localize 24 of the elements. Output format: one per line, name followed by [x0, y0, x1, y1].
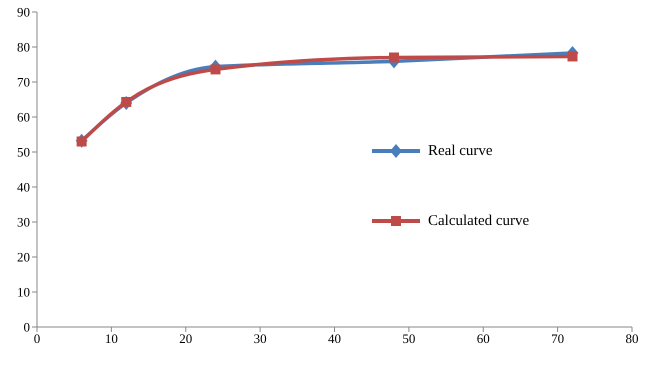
x-tick-label: 60 [476, 331, 490, 346]
point [389, 52, 399, 62]
x-tick-label: 70 [551, 331, 564, 346]
y-tick-label: 20 [17, 250, 30, 265]
y-tick-label: 60 [17, 110, 30, 125]
y-tick-label: 40 [17, 180, 30, 195]
x-tick-label: 30 [254, 331, 267, 346]
y-tick-label: 70 [17, 74, 30, 90]
x-tick-label: 50 [402, 331, 416, 346]
legend-label: Real curve [428, 142, 493, 160]
y-tick-label: 10 [17, 284, 30, 300]
y-tick-label: 80 [17, 40, 30, 55]
y-tick-label: 30 [17, 214, 30, 230]
legend-label: Calculated curve [428, 212, 530, 230]
y-tick-label: 0 [24, 320, 30, 335]
point [568, 51, 578, 62]
point [210, 64, 220, 74]
x-tick-label: 40 [328, 331, 341, 346]
y-tick-label: 90 [17, 4, 30, 20]
x-tick-label: 10 [104, 331, 118, 346]
x-tick-label: 80 [626, 331, 638, 346]
x-tick-label: 20 [179, 331, 192, 346]
y-tick-label: 50 [17, 144, 30, 160]
x-tick-label: 0 [34, 331, 40, 346]
